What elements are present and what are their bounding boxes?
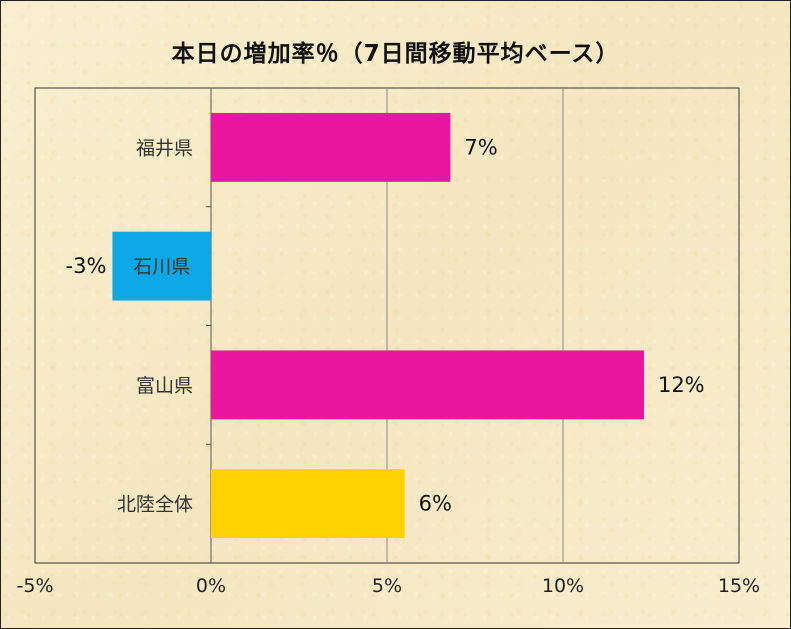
bar — [211, 469, 405, 539]
x-tick-label: 15% — [718, 575, 760, 597]
x-tick-label: 10% — [542, 575, 584, 597]
data-label: -3% — [66, 254, 107, 278]
category-label: 北陸全体 — [117, 494, 193, 516]
data-label: 12% — [658, 373, 705, 397]
category-label: 富山県 — [136, 375, 193, 397]
bar — [211, 112, 451, 182]
category-label: 石川県 — [133, 256, 190, 278]
data-label: 7% — [464, 135, 497, 159]
x-tick-label: 5% — [372, 575, 402, 597]
bar — [112, 231, 211, 301]
category-label: 福井県 — [136, 137, 193, 159]
bar — [211, 350, 644, 420]
x-tick-label: 0% — [196, 575, 226, 597]
data-label: 6% — [419, 492, 452, 516]
x-tick-label: -5% — [17, 575, 54, 597]
chart-title: 本日の増加率％（7日間移動平均ベース） — [171, 41, 620, 67]
